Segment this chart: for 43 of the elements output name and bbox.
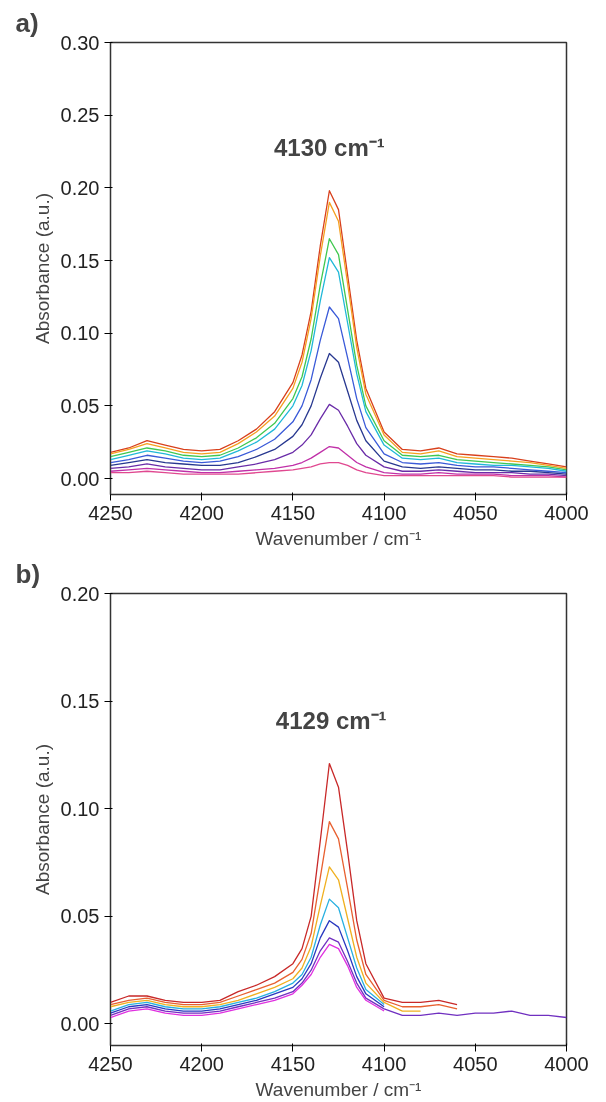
x-tick-label: 4000	[544, 1052, 589, 1075]
x-axis-title: Wavenumber / cm⁻¹	[255, 527, 422, 549]
x-tick-label: 4050	[453, 1052, 498, 1075]
x-tick-label: 4250	[88, 501, 133, 524]
chart-title: b)	[15, 558, 41, 589]
line-series	[110, 306, 567, 474]
y-tick-label: 0.20	[60, 582, 100, 605]
line-series	[110, 762, 458, 1006]
y-tick-label: 0.05	[60, 394, 100, 417]
line-series	[110, 898, 385, 1012]
line-series	[110, 937, 567, 1019]
line-series	[110, 821, 458, 1010]
y-tick-label: 0.10	[60, 797, 100, 820]
chart-title: a)	[15, 7, 39, 38]
annotation: 4129 cm⁻¹	[275, 706, 387, 734]
line-series	[110, 352, 567, 475]
x-tick-label: 4200	[179, 1052, 224, 1075]
y-axis-title: Absorbance (a.u.)	[31, 743, 53, 896]
x-tick-label: 4100	[361, 1052, 407, 1075]
x-tick-label: 4200	[179, 501, 224, 524]
y-axis-title: Absorbance (a.u.)	[31, 192, 53, 345]
annotation: 4130 cm⁻¹	[274, 133, 385, 161]
x-tick-label: 4150	[270, 501, 316, 524]
y-tick-label: 0.15	[60, 249, 100, 272]
x-tick-label: 4000	[544, 501, 589, 524]
x-tick-label: 4150	[270, 1052, 316, 1075]
y-tick-label: 0.15	[60, 690, 100, 713]
y-tick-label: 0.05	[60, 905, 100, 928]
line-series	[110, 943, 385, 1019]
x-tick-label: 4050	[453, 501, 498, 524]
y-tick-label: 0.30	[60, 31, 100, 54]
y-tick-label: 0.25	[60, 104, 100, 127]
line-series	[110, 866, 422, 1012]
line-series	[110, 403, 567, 477]
line-series	[110, 461, 567, 478]
y-tick-label: 0.10	[60, 322, 100, 345]
y-tick-label: 0.20	[60, 176, 100, 199]
x-tick-label: 4250	[88, 1052, 133, 1075]
y-tick-label: 0.00	[60, 1012, 100, 1035]
y-tick-label: 0.00	[60, 467, 100, 490]
line-series	[110, 920, 385, 1014]
x-axis-title: Wavenumber / cm⁻¹	[255, 1078, 422, 1100]
x-tick-label: 4100	[361, 501, 407, 524]
